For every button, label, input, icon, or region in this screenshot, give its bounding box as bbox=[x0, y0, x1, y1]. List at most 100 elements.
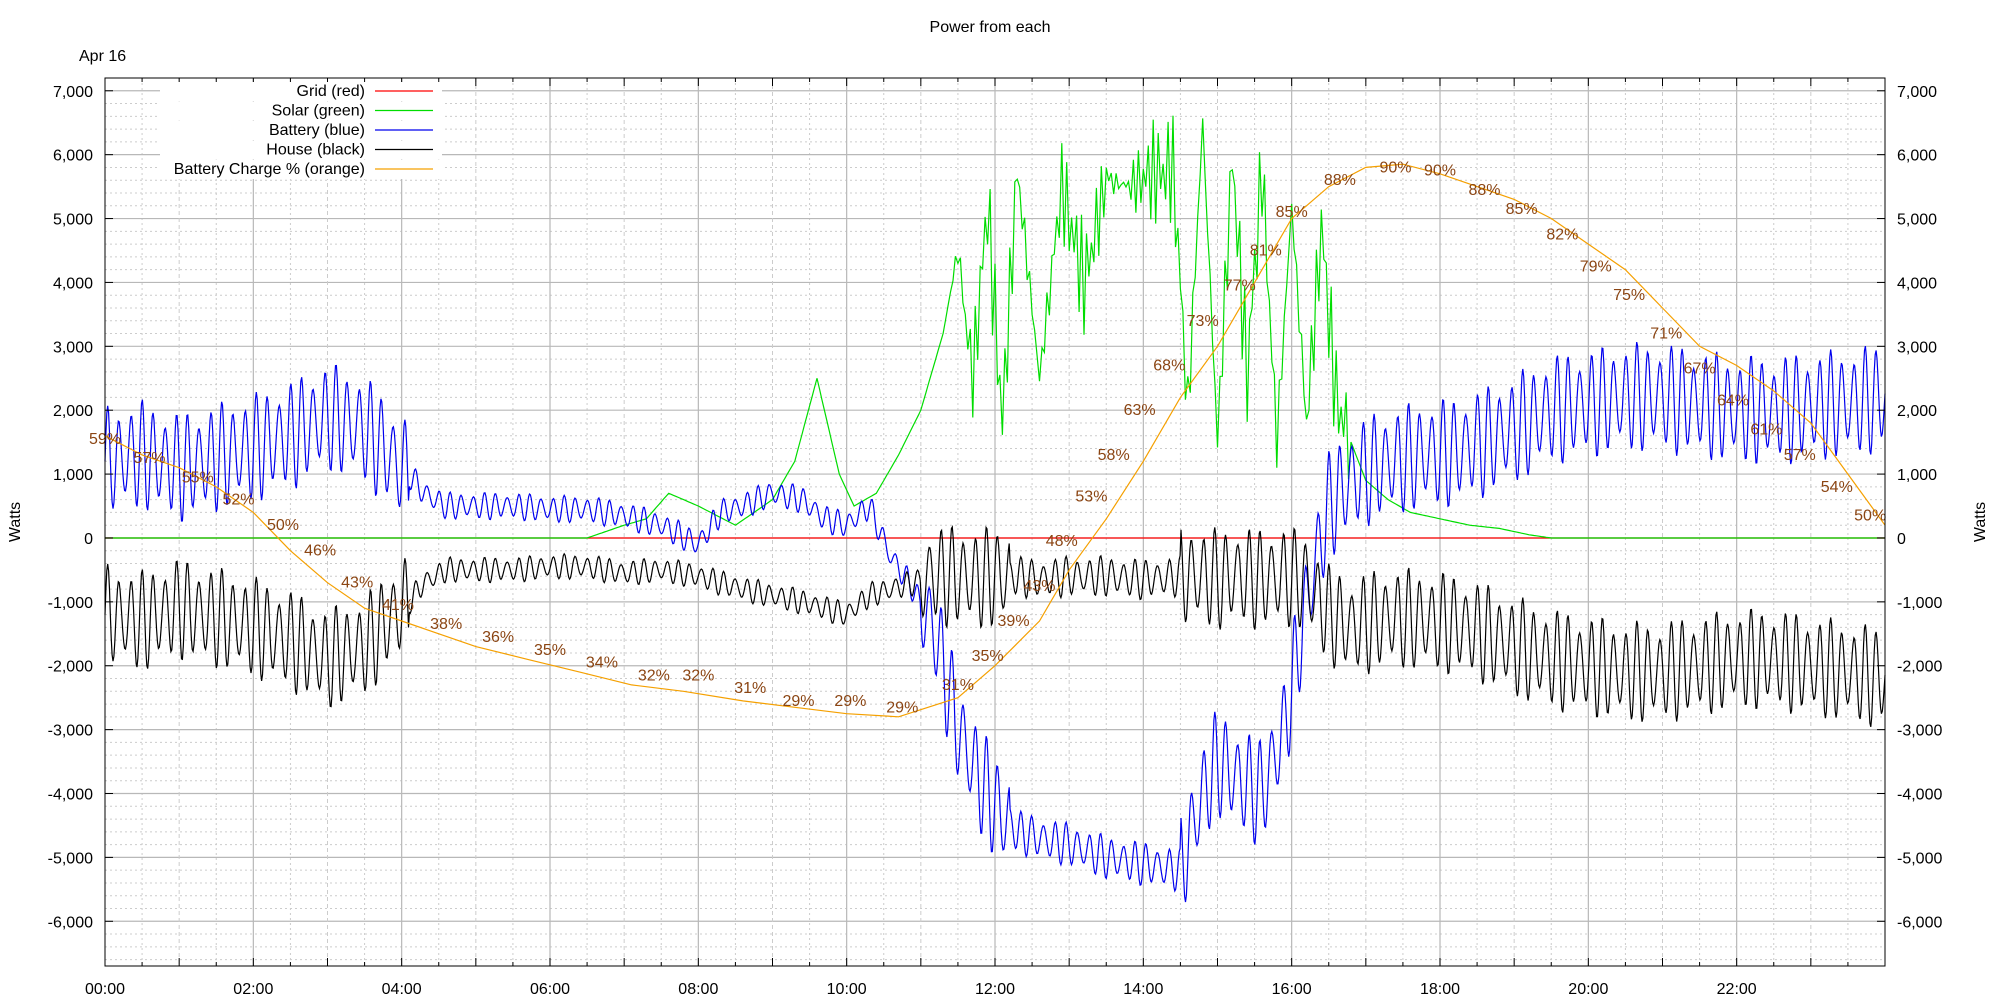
y-tick-label-right: 5,000 bbox=[1897, 212, 1937, 229]
date-label: Apr 16 bbox=[79, 48, 126, 65]
charge-percent-label: 52% bbox=[222, 492, 254, 509]
y-tick-label-right: 1,000 bbox=[1897, 467, 1937, 484]
charge-percent-label: 88% bbox=[1324, 172, 1356, 189]
y-tick-label: 4,000 bbox=[53, 275, 93, 292]
legend-entry-label: Grid (red) bbox=[297, 83, 365, 100]
y-tick-label: -6,000 bbox=[48, 914, 93, 931]
charge-percent-label: 34% bbox=[586, 655, 618, 672]
charge-percent-label: 64% bbox=[1717, 393, 1749, 410]
charge-percent-label: 29% bbox=[834, 693, 866, 710]
legend-entry-label: Solar (green) bbox=[272, 103, 365, 120]
y-tick-label-right: 3,000 bbox=[1897, 339, 1937, 356]
charge-percent-label: 63% bbox=[1124, 402, 1156, 419]
legend-entry-label: House (black) bbox=[266, 142, 365, 159]
legend-entry-label: Battery (blue) bbox=[269, 122, 365, 139]
charge-percent-label: 35% bbox=[972, 648, 1004, 665]
legend-entry-background bbox=[160, 140, 442, 160]
charge-percent-label: 39% bbox=[998, 613, 1030, 630]
x-tick-label: 10:00 bbox=[827, 981, 867, 998]
y-tick-label: 3,000 bbox=[53, 339, 93, 356]
y-tick-label: 0 bbox=[84, 531, 93, 548]
x-tick-label: 08:00 bbox=[678, 981, 718, 998]
y-tick-label: -5,000 bbox=[48, 850, 93, 867]
x-tick-label: 18:00 bbox=[1420, 981, 1460, 998]
series-solar-green bbox=[105, 115, 1885, 539]
charge-percent-label: 68% bbox=[1153, 357, 1185, 374]
y-tick-label-right: 7,000 bbox=[1897, 84, 1937, 101]
y-tick-label-right: -4,000 bbox=[1897, 787, 1942, 804]
x-tick-label: 20:00 bbox=[1568, 981, 1608, 998]
y-tick-label-right: -2,000 bbox=[1897, 659, 1942, 676]
charge-percent-label: 90% bbox=[1424, 163, 1456, 180]
charge-percent-label: 31% bbox=[734, 680, 766, 697]
charge-percent-label: 73% bbox=[1187, 313, 1219, 330]
charge-percent-label: 41% bbox=[382, 597, 414, 614]
charge-percent-label: 90% bbox=[1379, 159, 1411, 176]
charge-percent-label: 50% bbox=[267, 517, 299, 534]
y-tick-label: -1,000 bbox=[48, 595, 93, 612]
charge-percent-label: 67% bbox=[1684, 361, 1716, 378]
legend-entry-background bbox=[160, 101, 442, 121]
y-tick-label-right: -1,000 bbox=[1897, 595, 1942, 612]
y-tick-label-right: -6,000 bbox=[1897, 914, 1942, 931]
charge-percent-label: 29% bbox=[886, 699, 918, 716]
y-tick-label-right: 6,000 bbox=[1897, 148, 1937, 165]
y-tick-label: -3,000 bbox=[48, 723, 93, 740]
charge-percent-label: 43% bbox=[1023, 578, 1055, 595]
x-tick-label: 16:00 bbox=[1272, 981, 1312, 998]
charge-percent-label: 61% bbox=[1750, 421, 1782, 438]
y-tick-label: 6,000 bbox=[53, 148, 93, 165]
y-tick-label: -2,000 bbox=[48, 659, 93, 676]
x-tick-label: 02:00 bbox=[233, 981, 273, 998]
x-tick-label: 06:00 bbox=[530, 981, 570, 998]
x-tick-label: 04:00 bbox=[382, 981, 422, 998]
chart-title: Power from each bbox=[930, 19, 1051, 36]
x-tick-label: 22:00 bbox=[1717, 981, 1757, 998]
y-tick-label-right: -3,000 bbox=[1897, 723, 1942, 740]
legend-entry-label: Battery Charge % (orange) bbox=[174, 161, 365, 178]
charge-percent-label: 55% bbox=[182, 469, 214, 486]
charge-percent-label: 43% bbox=[341, 575, 373, 592]
charge-percent-label: 50% bbox=[1854, 508, 1886, 525]
x-tick-label: 00:00 bbox=[85, 981, 125, 998]
y-tick-label: -4,000 bbox=[48, 787, 93, 804]
charge-percent-label: 77% bbox=[1224, 278, 1256, 295]
charge-percent-label: 57% bbox=[1784, 447, 1816, 464]
charge-percent-label: 71% bbox=[1650, 326, 1682, 343]
charge-percent-label: 36% bbox=[482, 629, 514, 646]
charge-percent-label: 53% bbox=[1075, 488, 1107, 505]
x-tick-label: 12:00 bbox=[975, 981, 1015, 998]
series-battery-blue bbox=[104, 341, 1886, 903]
legend: Grid (red) Solar (green) Battery (blue) Hou… bbox=[160, 82, 442, 179]
charge-percent-label: 58% bbox=[1098, 447, 1130, 464]
charge-percent-label: 79% bbox=[1580, 258, 1612, 275]
charge-percent-label: 54% bbox=[1821, 479, 1853, 496]
percent-annotations: 59%57%55%52%50%46%43%41%38%36%35%34%32% 3… bbox=[89, 159, 1886, 716]
axis-ticks: 7,000 7,000 6,000 6,000 5,000 5,000 4,000 4,000… bbox=[48, 78, 1942, 998]
y-tick-label-right: -5,000 bbox=[1897, 850, 1942, 867]
y-tick-label: 7,000 bbox=[53, 84, 93, 101]
charge-percent-label: 46% bbox=[304, 543, 336, 560]
y-tick-label: 1,000 bbox=[53, 467, 93, 484]
y-tick-label-right: 0 bbox=[1897, 531, 1906, 548]
charge-percent-label: 57% bbox=[133, 450, 165, 467]
charge-percent-label: 81% bbox=[1250, 242, 1282, 259]
charge-percent-label: 35% bbox=[534, 642, 566, 659]
charge-percent-label: 88% bbox=[1468, 182, 1500, 199]
charge-percent-label: 38% bbox=[430, 616, 462, 633]
charge-percent-label: 32% bbox=[682, 667, 714, 684]
y-tick-label-right: 4,000 bbox=[1897, 275, 1937, 292]
y-tick-label: 5,000 bbox=[53, 212, 93, 229]
charge-percent-label: 82% bbox=[1546, 227, 1578, 244]
charge-percent-label: 31% bbox=[942, 677, 974, 694]
legend-entry-background bbox=[160, 121, 442, 140]
y-axis-label-left: Watts bbox=[7, 502, 24, 542]
charge-percent-label: 29% bbox=[782, 693, 814, 710]
y-tick-label: 2,000 bbox=[53, 403, 93, 420]
legend-entry-background bbox=[160, 160, 442, 179]
charge-percent-label: 75% bbox=[1613, 287, 1645, 304]
y-axis-label-right: Watts bbox=[1972, 502, 1989, 542]
series-battery-charge-orange bbox=[104, 163, 1886, 718]
y-tick-label-right: 2,000 bbox=[1897, 403, 1937, 420]
